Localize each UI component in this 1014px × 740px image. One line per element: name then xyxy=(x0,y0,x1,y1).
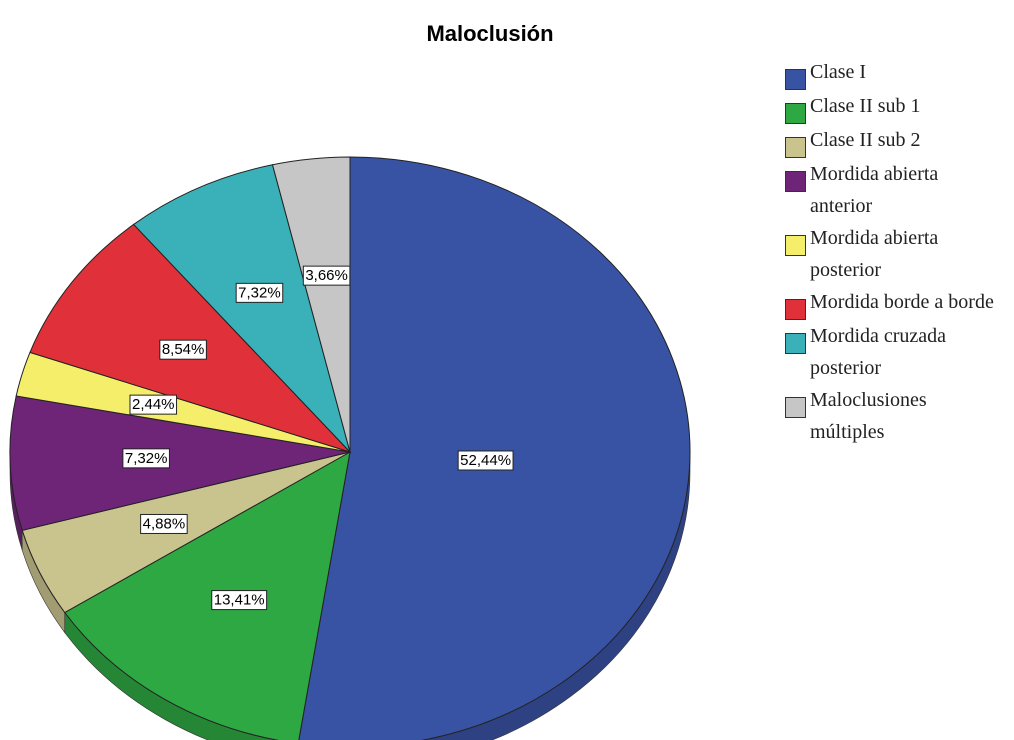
data-label: 3,66% xyxy=(305,267,348,284)
legend-swatch xyxy=(785,103,806,124)
legend-label: Clase II sub 2 xyxy=(810,129,921,151)
legend-item: Mordida cruzada posterior xyxy=(785,320,1000,384)
legend-item: Maloclusiones múltiples xyxy=(785,384,1000,448)
legend-label: Mordida cruzada posterior xyxy=(810,325,947,379)
legend-item: Clase II sub 2 xyxy=(785,124,1000,158)
legend: Clase I Clase II sub 1 Clase II sub 2 Mordi… xyxy=(785,56,1000,448)
data-label-box xyxy=(129,394,178,415)
legend-label: Maloclusiones múltiples xyxy=(810,389,927,443)
legend-item: Mordida abierta posterior xyxy=(785,222,1000,286)
slice xyxy=(271,156,351,453)
legend-swatch xyxy=(785,137,806,158)
slice xyxy=(63,451,351,740)
legend-swatch xyxy=(785,299,806,320)
slice xyxy=(29,223,352,454)
data-label-box xyxy=(211,590,268,611)
legend-swatch xyxy=(785,235,806,256)
legend-item: Mordida abierta anterior xyxy=(785,158,1000,222)
legend-swatch xyxy=(785,333,806,354)
legend-label: Clase I xyxy=(810,61,867,83)
legend-item: Clase II sub 1 xyxy=(785,90,1000,124)
data-label: 7,32% xyxy=(125,450,168,467)
data-label-box xyxy=(235,282,284,303)
slice xyxy=(298,156,691,740)
data-label: 7,32% xyxy=(238,284,281,301)
data-label-box xyxy=(122,448,170,469)
data-label: 52,44% xyxy=(460,452,511,469)
data-label: 8,54% xyxy=(162,341,205,358)
data-label-box xyxy=(302,265,351,286)
data-label-box xyxy=(159,339,207,360)
legend-item: Clase I xyxy=(785,56,1000,90)
data-label: 13,41% xyxy=(214,592,265,609)
slice xyxy=(9,395,351,531)
data-label-box xyxy=(457,450,514,471)
legend-swatch xyxy=(785,69,806,90)
legend-item: Mordida borde a borde xyxy=(785,286,1000,320)
data-label: 2,44% xyxy=(132,396,175,413)
slice xyxy=(132,164,351,453)
legend-label: Clase II sub 1 xyxy=(810,95,921,117)
data-label-box xyxy=(140,513,188,534)
legend-swatch xyxy=(785,397,806,418)
legend-label: Mordida abierta anterior xyxy=(810,163,939,217)
data-label: 4,88% xyxy=(143,515,186,532)
chart-title: Maloclusión xyxy=(426,21,553,46)
legend-swatch xyxy=(785,171,806,192)
legend-label: Mordida borde a borde xyxy=(810,291,994,313)
legend-label: Mordida abierta posterior xyxy=(810,227,939,281)
